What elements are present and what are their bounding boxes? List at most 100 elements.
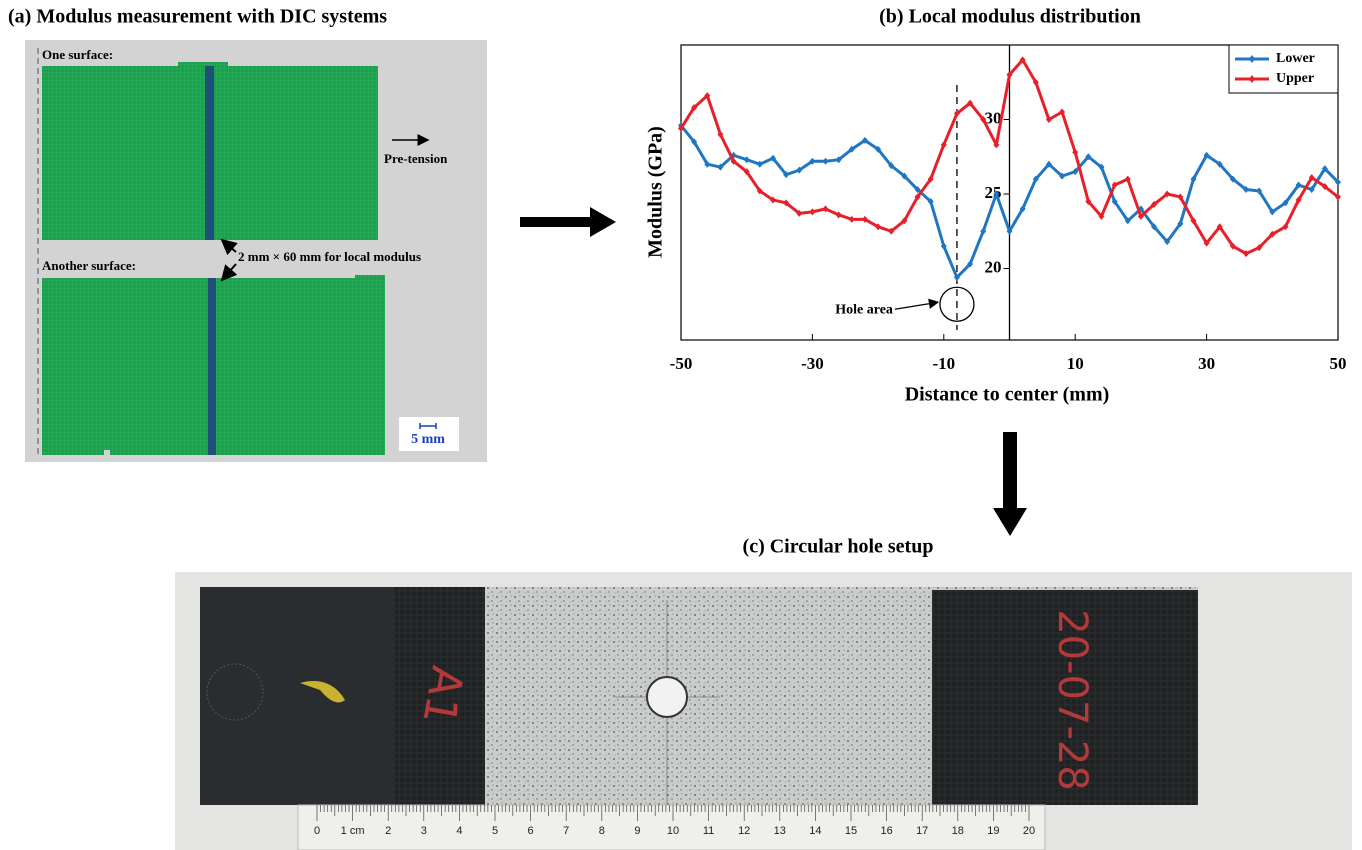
marker [927, 175, 934, 183]
marker [783, 171, 790, 179]
ruler-label: 2 [385, 825, 391, 837]
marker [1151, 200, 1158, 208]
marker [1203, 151, 1210, 159]
marker [914, 193, 921, 201]
marker [1059, 108, 1066, 116]
flow-arrow [520, 207, 616, 237]
marker [809, 157, 816, 165]
marker [1085, 197, 1092, 205]
legend-swatch [1249, 55, 1255, 63]
marker [967, 260, 974, 268]
marker [743, 168, 750, 176]
mark [206, 663, 264, 721]
marker [796, 166, 803, 174]
ruler-label: 11 [703, 825, 714, 837]
marker [1229, 242, 1236, 250]
marker [1256, 187, 1263, 195]
marker [1151, 223, 1158, 231]
marker [1190, 217, 1197, 225]
marker [1045, 160, 1052, 168]
legend-label: Lower [1276, 51, 1315, 66]
marker [822, 205, 829, 213]
x-tick-label: 50 [1330, 354, 1347, 373]
marker [1177, 193, 1184, 201]
strip-label: 2 mm × 60 mm for local modulus [238, 249, 421, 264]
marker [967, 99, 974, 107]
marker [1256, 244, 1263, 252]
scale-bar [419, 423, 437, 429]
marker [835, 211, 842, 219]
marker [756, 160, 763, 168]
ruler-label: 0 [314, 825, 320, 837]
marker [875, 223, 882, 231]
marker [1164, 238, 1171, 246]
ruler-label: 20 [1023, 825, 1035, 837]
marker [743, 156, 750, 164]
marker [1216, 223, 1223, 231]
marker [1203, 239, 1210, 247]
marker [875, 145, 882, 153]
pre-tension-label: Pre-tension [384, 151, 448, 166]
marker [769, 196, 776, 204]
marker [1006, 71, 1013, 79]
marker [1006, 227, 1013, 235]
marker [717, 130, 724, 138]
marker [1335, 193, 1341, 201]
marker [1137, 212, 1144, 220]
hole [646, 676, 688, 718]
marker [1282, 199, 1289, 207]
ruler-label: 14 [809, 825, 821, 837]
marker [1308, 186, 1315, 194]
surface-label: One surface: [42, 47, 113, 62]
marker [1032, 175, 1039, 183]
scale-box [399, 417, 459, 451]
flow-arrow [993, 432, 1027, 536]
x-tick-label: -50 [670, 354, 693, 373]
ruler-label: 1 cm [341, 825, 365, 837]
marker [1098, 163, 1105, 171]
marker [980, 227, 987, 235]
marker [1098, 212, 1105, 220]
marker [704, 92, 711, 100]
marker [730, 157, 737, 165]
ruler-label: 5 [492, 825, 498, 837]
tab-mark: 20-07-28 [1049, 609, 1095, 791]
marker [848, 215, 855, 223]
marker [1032, 78, 1039, 86]
marker [927, 197, 934, 205]
marker [678, 124, 684, 132]
arrow [220, 263, 238, 282]
marker [1164, 190, 1171, 198]
marker [901, 217, 908, 225]
tab [395, 587, 485, 805]
panel-b: (b) Local modulus distribution Distance … [645, 6, 1347, 406]
marker [717, 163, 724, 171]
x-tick-label: 30 [1198, 354, 1215, 373]
marker [1124, 217, 1131, 225]
marker [835, 156, 842, 164]
legend-swatch [1249, 75, 1255, 83]
marker [1321, 183, 1328, 191]
marker [993, 141, 1000, 149]
marker [1216, 160, 1223, 168]
marker [1045, 115, 1052, 123]
marker [1282, 223, 1289, 231]
panel-c: (c) Circular hole setup A1 20-07-28 0 1 cm 2… [175, 536, 1352, 850]
marker [691, 138, 698, 146]
marker [1019, 56, 1026, 64]
ruler-label: 7 [563, 825, 569, 837]
y-tick-label: 30 [985, 108, 1002, 127]
marker [1243, 186, 1250, 194]
marker [1190, 175, 1197, 183]
marker [704, 160, 711, 168]
ruler-label: 8 [599, 825, 605, 837]
x-tick-label: -30 [801, 354, 824, 373]
marker [1335, 178, 1341, 186]
marker [1111, 197, 1118, 205]
ruler-label: 3 [421, 825, 427, 837]
ruler-label: 18 [952, 825, 964, 837]
ruler-label: 9 [634, 825, 640, 837]
marker [1072, 168, 1079, 176]
y-tick-label: 20 [985, 257, 1002, 276]
